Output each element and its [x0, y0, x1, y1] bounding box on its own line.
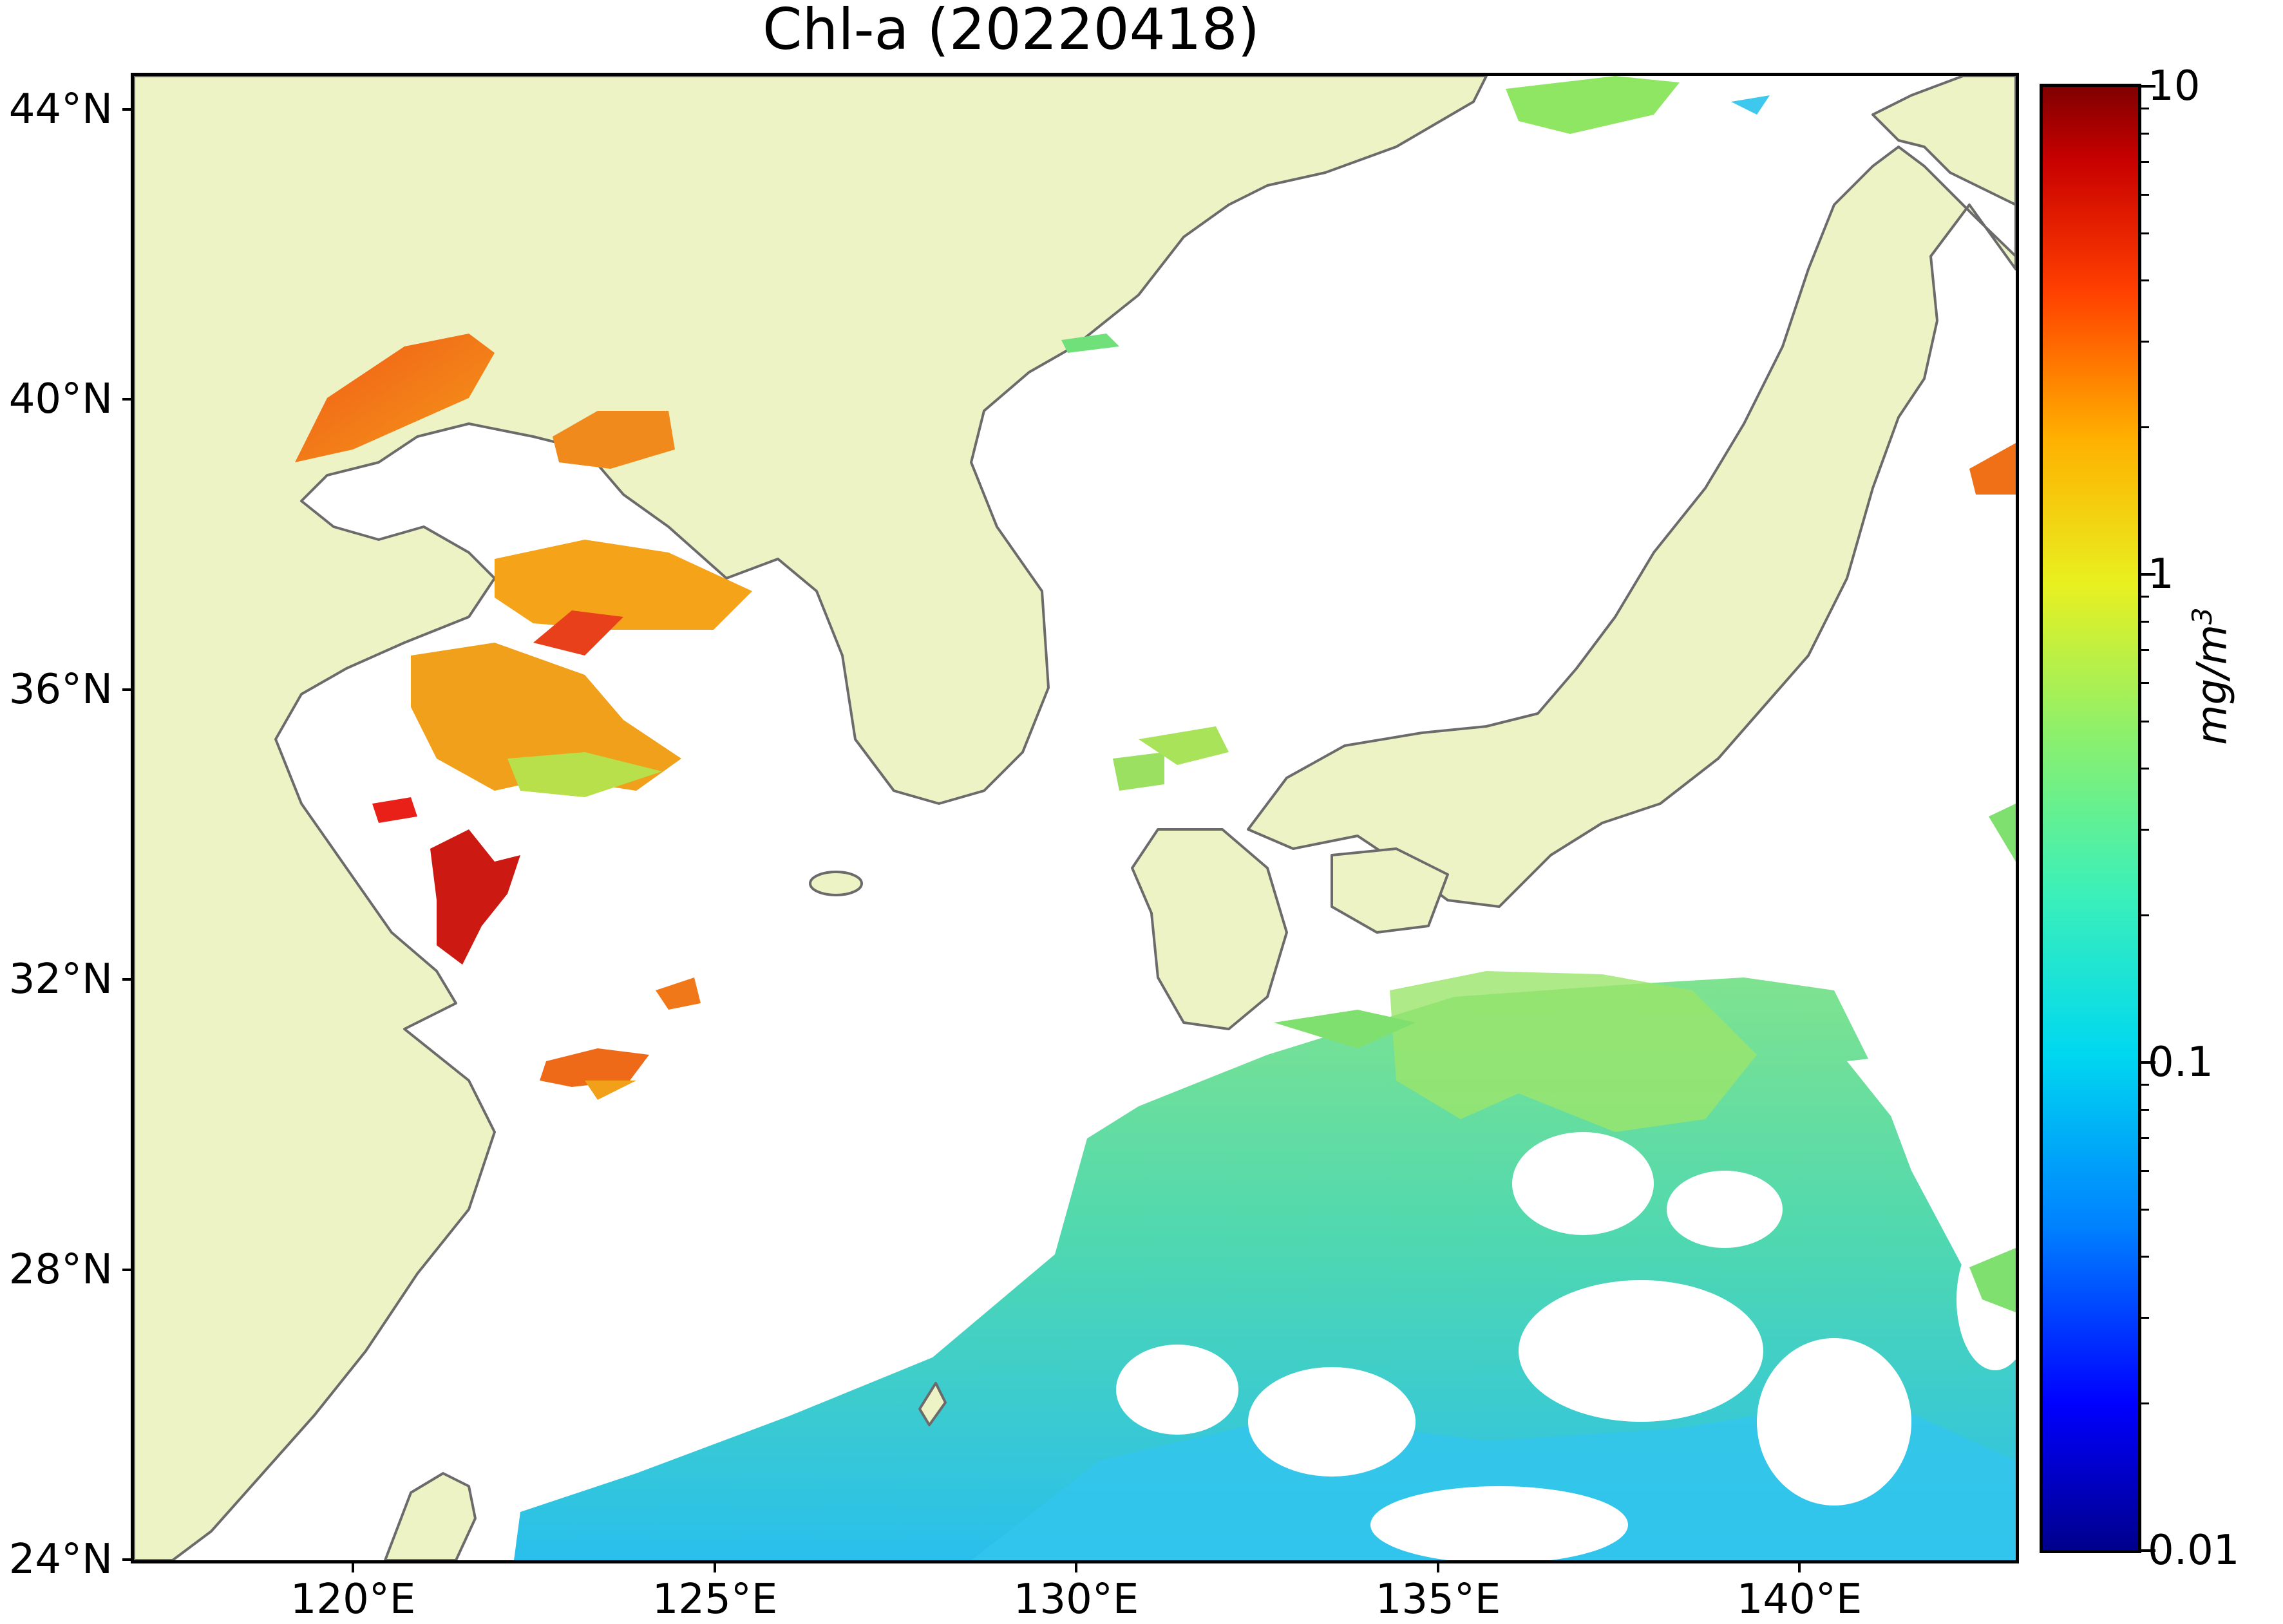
colorbar-label: 1	[2148, 551, 2174, 598]
lat-tick-label: 32°N	[8, 956, 113, 1003]
colorbar-minor-tick	[2141, 279, 2149, 281]
colorbar-minor-tick	[2141, 1402, 2149, 1404]
lat-tick-label: 44°N	[8, 86, 113, 133]
land-taiwan	[384, 1472, 477, 1560]
colorbar-minor-tick	[2141, 1317, 2149, 1319]
land-okinawa	[918, 1382, 947, 1426]
colorbar-minor-tick	[2141, 829, 2149, 831]
colorbar-unit-exponent: 3	[2186, 607, 2218, 625]
colorbar-minor-tick	[2141, 1084, 2149, 1086]
lat-tick-mark	[122, 1558, 133, 1561]
colorbar	[2040, 84, 2141, 1553]
chl-patches-mid	[1061, 76, 2016, 1312]
colorbar-minor-tick	[2141, 1209, 2149, 1211]
land-hokkaido	[1871, 76, 2016, 206]
colorbar-minor-tick	[2141, 133, 2149, 135]
colorbar-minor-tick	[2141, 914, 2149, 916]
lat-tick-label: 40°N	[8, 375, 113, 423]
colorbar-minor-tick	[2141, 108, 2149, 109]
chl-patches-high	[295, 334, 2016, 1100]
cloud-gaps	[1116, 1042, 2016, 1560]
lon-tick-mark	[1075, 1562, 1077, 1572]
chl-field-east-tongue	[1390, 971, 1757, 1132]
map-panel	[131, 73, 2019, 1563]
lon-tick-label: 135°E	[1375, 1576, 1501, 1623]
colorbar-minor-tick	[2141, 194, 2149, 196]
lon-tick-mark	[1798, 1562, 1801, 1572]
colorbar-minor-tick	[2141, 621, 2149, 623]
colorbar-tick-mark	[2141, 1549, 2155, 1552]
lat-tick-label: 36°N	[8, 666, 113, 713]
colorbar-minor-tick	[2141, 721, 2149, 722]
colorbar-label: 0.1	[2148, 1039, 2213, 1086]
colorbar-minor-tick	[2141, 649, 2149, 651]
colorbar-minor-tick	[2141, 426, 2149, 428]
colorbar-minor-tick	[2141, 596, 2149, 598]
colorbar-minor-tick	[2141, 682, 2149, 684]
colorbar-tick-mark	[2141, 85, 2155, 88]
lat-tick-mark	[122, 688, 133, 691]
lon-tick-label: 130°E	[1013, 1576, 1139, 1623]
lon-tick-label: 125°E	[652, 1576, 778, 1623]
colorbar-minor-tick	[2141, 161, 2149, 163]
lat-tick-label: 28°N	[8, 1246, 113, 1294]
lat-tick-mark	[122, 978, 133, 981]
land-shikoku	[1331, 847, 1449, 934]
land-kyushu	[1131, 828, 1288, 1030]
chl-field-south-patch	[971, 1396, 2016, 1560]
colorbar-minor-tick	[2141, 1256, 2149, 1258]
colorbar-tick-mark	[2141, 573, 2155, 576]
colorbar-minor-tick	[2141, 1170, 2149, 1172]
colorbar-minor-tick	[2141, 1137, 2149, 1139]
lat-tick-mark	[122, 398, 133, 401]
colorbar-minor-tick	[2141, 341, 2149, 343]
lat-tick-mark	[122, 108, 133, 111]
lon-tick-label: 120°E	[290, 1576, 416, 1623]
lon-tick-mark	[1437, 1562, 1439, 1572]
colorbar-label: 0.01	[2148, 1527, 2240, 1574]
lon-tick-mark	[352, 1562, 354, 1572]
map-title: Chl-a (20220418)	[763, 0, 1260, 62]
colorbar-minor-tick	[2141, 1109, 2149, 1111]
land-mainland	[134, 76, 1488, 1560]
colorbar-unit-label: mg/m3	[2186, 580, 2236, 773]
map-canvas	[134, 76, 2016, 1560]
colorbar-minor-tick	[2141, 768, 2149, 770]
lon-tick-label: 140°E	[1736, 1576, 1862, 1623]
lon-tick-mark	[714, 1562, 716, 1572]
lat-tick-label: 24°N	[8, 1536, 113, 1583]
land-honshu	[1247, 76, 2016, 908]
colorbar-unit-main: mg/m	[2188, 624, 2237, 745]
lat-tick-mark	[122, 1269, 133, 1271]
colorbar-tick-mark	[2141, 1061, 2155, 1064]
land-jeju	[809, 871, 863, 896]
land	[134, 76, 2016, 1560]
colorbar-label: 10	[2148, 62, 2201, 110]
colorbar-minor-tick	[2141, 232, 2149, 234]
